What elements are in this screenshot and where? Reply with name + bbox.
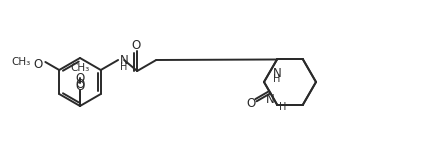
Text: O: O (247, 97, 256, 110)
Text: H: H (279, 102, 287, 111)
Text: O: O (131, 39, 140, 52)
Text: CH₃: CH₃ (70, 63, 89, 73)
Text: O: O (33, 59, 42, 72)
Text: O: O (76, 72, 85, 85)
Text: O: O (76, 79, 85, 91)
Text: O: O (76, 80, 85, 93)
Text: CH₃: CH₃ (11, 57, 30, 67)
Text: H: H (273, 74, 281, 84)
Text: N: N (273, 67, 281, 81)
Text: H: H (120, 62, 127, 72)
Text: N: N (120, 53, 129, 67)
Text: N: N (266, 93, 275, 106)
